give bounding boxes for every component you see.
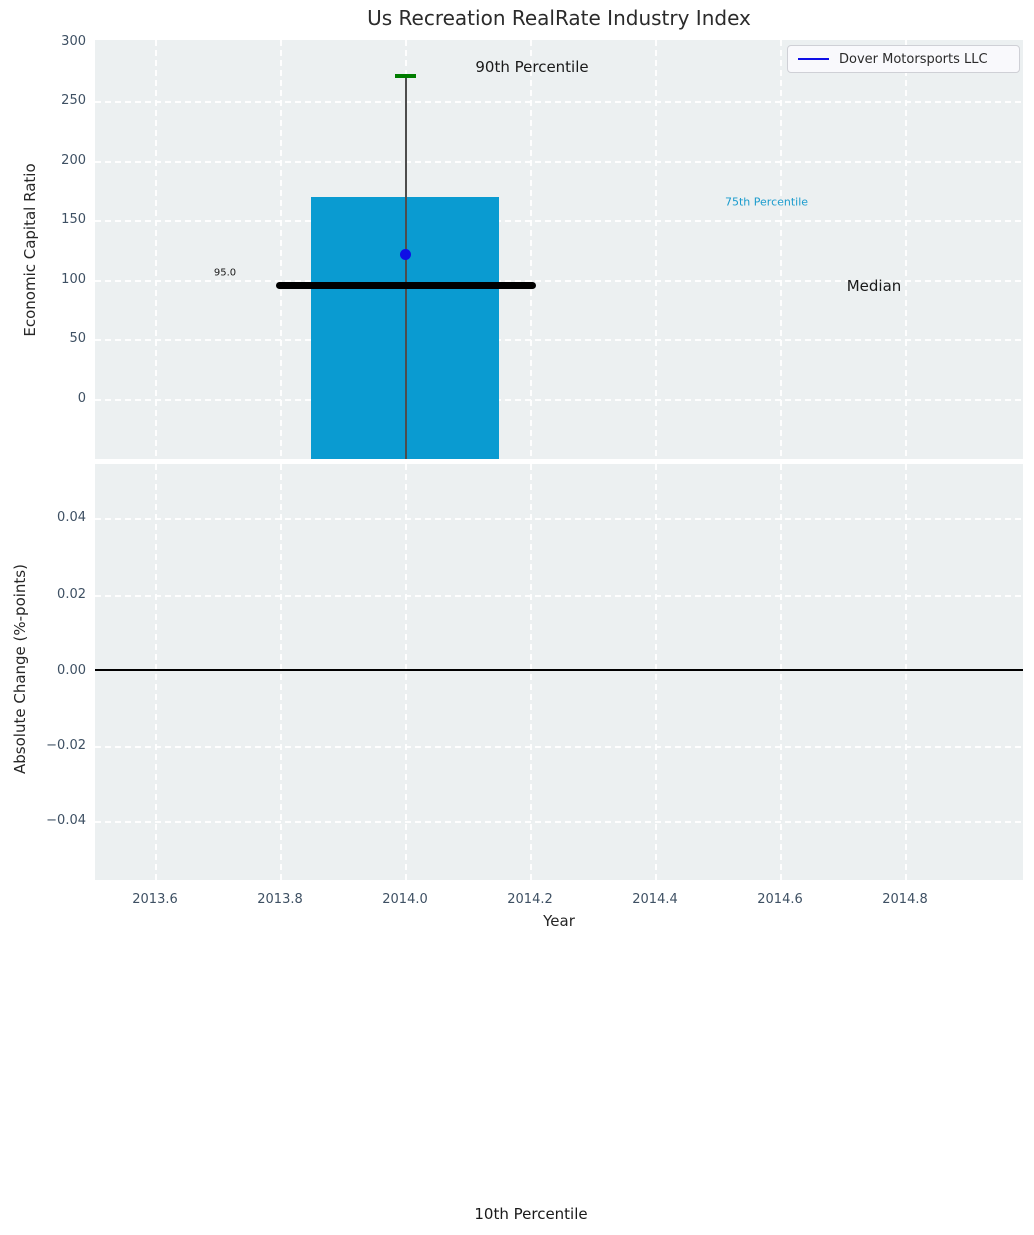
gridline: [655, 40, 657, 459]
y-tick-top: 250: [61, 93, 86, 108]
x-tick: 2014.2: [507, 892, 553, 907]
zero-baseline: [95, 669, 1023, 671]
gridline: [780, 464, 782, 880]
legend-label: Dover Motorsports LLC: [839, 51, 988, 67]
gridline: [95, 518, 1023, 520]
gridline: [280, 40, 282, 459]
y-tick-bottom: 0.04: [57, 510, 86, 525]
y-tick-top: 300: [61, 34, 86, 49]
company-data-point: [400, 249, 411, 260]
x-tick: 2014.4: [632, 892, 678, 907]
gridline: [95, 746, 1023, 748]
annotation-median-value: 95.0: [213, 267, 237, 279]
x-tick: 2014.8: [882, 892, 928, 907]
y-tick-bottom: 0.00: [57, 663, 86, 678]
gridline: [95, 220, 1023, 222]
x-tick: 2014.0: [382, 892, 428, 907]
gridline: [95, 339, 1023, 341]
gridline: [530, 40, 532, 459]
x-axis-label: Year: [543, 912, 575, 930]
gridline: [405, 464, 407, 880]
gridline: [655, 464, 657, 880]
y-tick-bottom: 0.02: [57, 587, 86, 602]
gridline: [95, 101, 1023, 103]
median-line: [276, 282, 536, 289]
gridline: [95, 399, 1023, 401]
y-axis-label-top: Economic Capital Ratio: [21, 163, 39, 337]
y-tick-top: 0: [77, 391, 86, 406]
gridline: [155, 40, 157, 459]
top-plot-area: 90th Percentile 75th Percentile Median 9…: [95, 40, 1023, 459]
chart-title: Us Recreation RealRate Industry Index: [367, 6, 751, 30]
x-tick: 2013.6: [132, 892, 178, 907]
y-axis-label-bottom: Absolute Change (%-points): [11, 564, 29, 774]
gridline: [95, 280, 1023, 282]
whisker-line: [405, 76, 407, 459]
gridline: [780, 40, 782, 459]
x-tick: 2014.6: [757, 892, 803, 907]
gridline: [905, 40, 907, 459]
y-tick-top: 100: [61, 272, 86, 287]
annotation-90th-percentile: 90th Percentile: [475, 58, 589, 76]
gridline: [95, 821, 1023, 823]
gridline: [905, 464, 907, 880]
y-tick-top: 150: [61, 212, 86, 227]
y-tick-bottom: −0.04: [46, 813, 86, 828]
gridline: [530, 464, 532, 880]
legend-line-sample: [798, 57, 829, 61]
x-tick: 2013.8: [257, 892, 303, 907]
y-tick-top: 50: [69, 331, 86, 346]
bottom-plot-area: [95, 464, 1023, 880]
y-tick-bottom: −0.02: [46, 738, 86, 753]
annotation-75th-percentile: 75th Percentile: [725, 195, 809, 209]
gridline: [95, 161, 1023, 163]
annotation-10th-percentile: 10th Percentile: [474, 1205, 588, 1223]
y-tick-top: 200: [61, 153, 86, 168]
gridline: [280, 464, 282, 880]
gridline: [95, 595, 1023, 597]
gridline: [155, 464, 157, 880]
whisker-cap-90th: [395, 74, 416, 78]
legend: Dover Motorsports LLC: [787, 45, 1020, 73]
annotation-median: Median: [846, 277, 902, 295]
